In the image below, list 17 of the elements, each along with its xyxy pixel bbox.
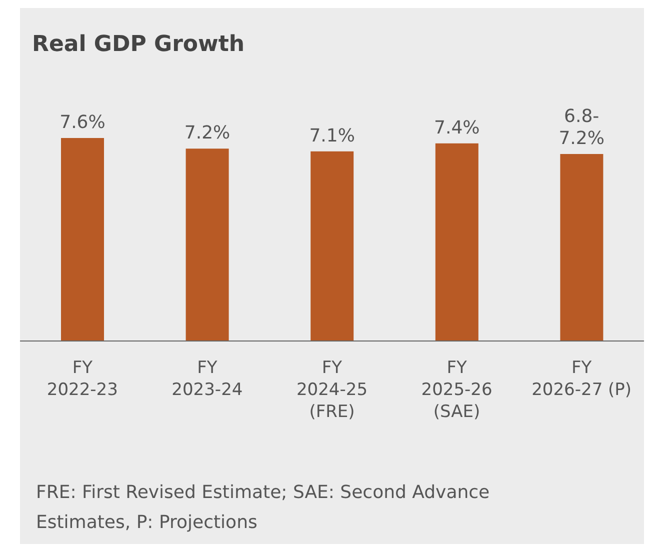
- bar: [435, 143, 478, 341]
- bar: [310, 151, 354, 341]
- bar: [186, 148, 229, 341]
- data-label: 7.2%: [184, 122, 230, 144]
- data-label: 7.4%: [434, 117, 480, 138]
- bar: [61, 138, 104, 341]
- data-label: 7.6%: [60, 112, 106, 133]
- bar: [560, 154, 604, 341]
- annotation: 6.8-7.2%: [558, 106, 604, 150]
- data-label: 7.1%: [309, 125, 355, 146]
- x-tick-label: FY 2022-23: [46, 358, 118, 400]
- text: FRE: First Revised Estimate; SAE: Second Advance Estimates, P: Projections: [36, 481, 491, 535]
- x-tick-label: FY 2025-26 (SAE): [421, 358, 492, 422]
- chart-title: Real GDP Growth: [32, 32, 245, 57]
- x-tick-label: FY 2026-27 (P): [532, 358, 632, 400]
- x-tick-label: FY 2024-25 (FRE): [296, 358, 368, 422]
- x-tick-label: FY 2023-24: [172, 358, 243, 400]
